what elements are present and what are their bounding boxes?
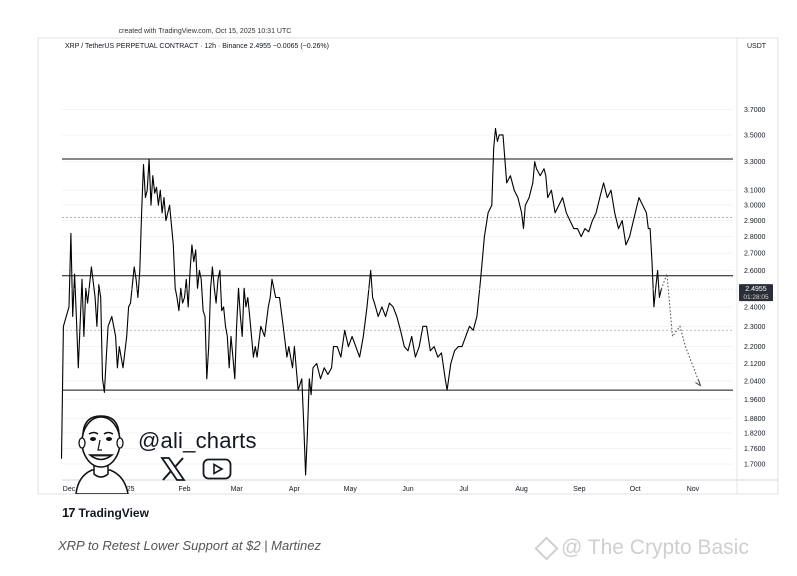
y-tick-label: 2.8000 xyxy=(744,234,766,241)
image-caption: XRP to Retest Lower Support at $2 | Mart… xyxy=(58,538,322,553)
author-handle: @ali_charts xyxy=(138,428,257,453)
y-tick-label: 1.8200 xyxy=(744,431,766,438)
x-tick-label: Feb xyxy=(178,486,190,493)
y-tick-label: 2.4000 xyxy=(744,304,766,311)
chart-credit: created with TradingView.com, Oct 15, 20… xyxy=(118,28,292,35)
currency-label: USDT xyxy=(747,43,767,50)
y-tick-label: 1.9600 xyxy=(744,397,766,404)
watermark-diamond-icon xyxy=(534,535,559,561)
x-tick-label: Mar xyxy=(231,486,244,493)
x-tick-label: Oct xyxy=(630,486,641,493)
x-tick-label: Apr xyxy=(289,486,301,493)
projected-path xyxy=(660,273,701,386)
y-tick-label: 3.7000 xyxy=(744,107,766,114)
y-tick-label: 2.9000 xyxy=(744,218,766,225)
x-icon[interactable] xyxy=(160,457,186,481)
youtube-icon[interactable] xyxy=(202,458,232,480)
x-tick-label: Jul xyxy=(459,486,468,493)
last-price-label: 2.4955 xyxy=(745,286,767,293)
y-tick-label: 2.2000 xyxy=(744,344,766,351)
symbol-header: XRP / TetherUS PERPETUAL CONTRACT · 12h … xyxy=(65,43,329,50)
y-tick-label: 2.6000 xyxy=(744,268,766,275)
y-tick-label: 1.7000 xyxy=(744,462,766,469)
tradingview-logo-icon: 17 xyxy=(62,505,76,520)
y-tick-label: 3.1000 xyxy=(744,188,766,195)
y-tick-label: 3.5000 xyxy=(744,132,766,139)
x-tick-label: Dec xyxy=(63,486,76,493)
last-price-tag xyxy=(739,284,773,302)
x-tick-label: Aug xyxy=(515,486,528,493)
x-tick-label: Jun xyxy=(402,486,413,493)
x-tick-label: Nov xyxy=(687,486,700,493)
x-tick-label: Sep xyxy=(573,486,586,493)
chart-frame xyxy=(37,37,779,495)
y-tick-label: 3.0000 xyxy=(744,203,766,210)
y-tick-label: 2.0400 xyxy=(744,379,766,386)
price-series-line xyxy=(60,127,662,476)
tradingview-wordmark: TradingView xyxy=(78,505,149,520)
tradingview-logo: 17 TradingView xyxy=(62,505,149,520)
watermark-text: @ The Crypto Basic xyxy=(561,536,749,559)
y-tick-label: 3.3000 xyxy=(744,159,766,166)
y-tick-label: 2.1200 xyxy=(744,361,766,368)
x-tick-label: May xyxy=(344,486,358,493)
countdown-label: 01:28:05 xyxy=(743,294,769,301)
cartoon-avatar xyxy=(75,415,129,494)
y-tick-label: 2.3000 xyxy=(744,324,766,331)
projection-arrowhead xyxy=(695,379,702,387)
y-tick-label: 1.8800 xyxy=(744,416,766,423)
y-tick-label: 2.7000 xyxy=(744,251,766,258)
watermark: @ The Crypto Basic xyxy=(534,535,749,561)
y-tick-label: 1.7600 xyxy=(744,446,766,453)
